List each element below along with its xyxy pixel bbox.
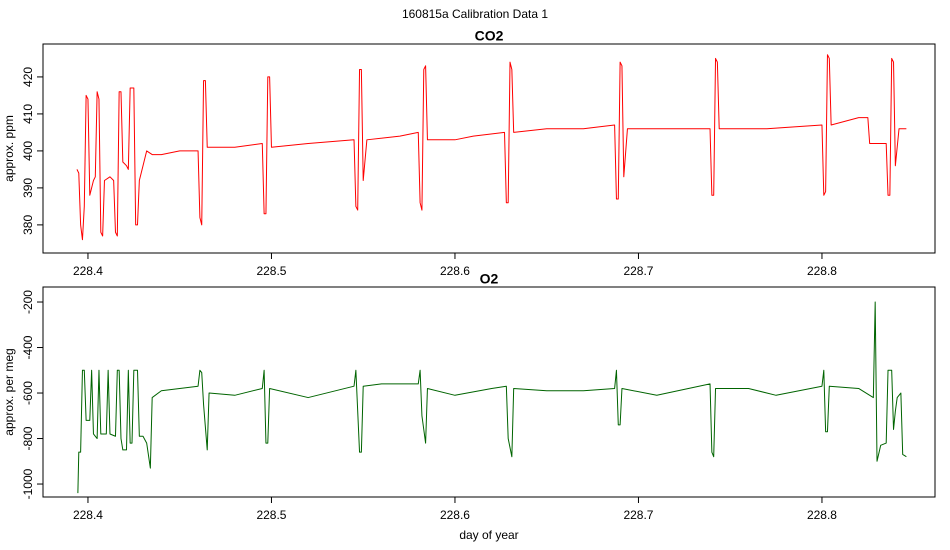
y-tick-label: 380: [21, 215, 35, 235]
x-tick-label: 228.4: [73, 264, 103, 278]
x-tick-label: 228.5: [256, 264, 286, 278]
y-tick-label: -600: [21, 381, 35, 405]
x-tick-label: 228.6: [440, 264, 470, 278]
y-tick-label: 390: [21, 178, 35, 198]
y-axis-label: approx. ppm: [2, 115, 16, 182]
y-tick-label: 410: [21, 104, 35, 124]
y-tick-label: -200: [21, 290, 35, 314]
y-tick-label: 420: [21, 67, 35, 87]
y-axis-label: approx. per meg: [2, 348, 16, 435]
x-tick-label: 228.6: [440, 508, 470, 522]
plot-frame: [42, 286, 936, 498]
data-line: [76, 54, 907, 241]
panel-title: CO2: [475, 28, 504, 44]
figure-title: 160815a Calibration Data 1: [402, 7, 548, 21]
y-tick-label: 400: [21, 141, 35, 161]
x-tick-label: 228.4: [73, 508, 103, 522]
x-tick-label: 228.7: [623, 508, 653, 522]
y-tick-label: -400: [21, 335, 35, 359]
x-tick-label: 228.8: [807, 264, 837, 278]
x-axis-label: day of year: [459, 528, 518, 542]
y-tick-label: -1000: [21, 468, 35, 499]
panel-title: O2: [480, 271, 499, 287]
data-line: [77, 301, 907, 494]
y-tick-label: -800: [21, 426, 35, 450]
x-tick-label: 228.8: [807, 508, 837, 522]
x-tick-label: 228.5: [256, 508, 286, 522]
plot-frame: [42, 43, 936, 254]
x-tick-label: 228.7: [623, 264, 653, 278]
